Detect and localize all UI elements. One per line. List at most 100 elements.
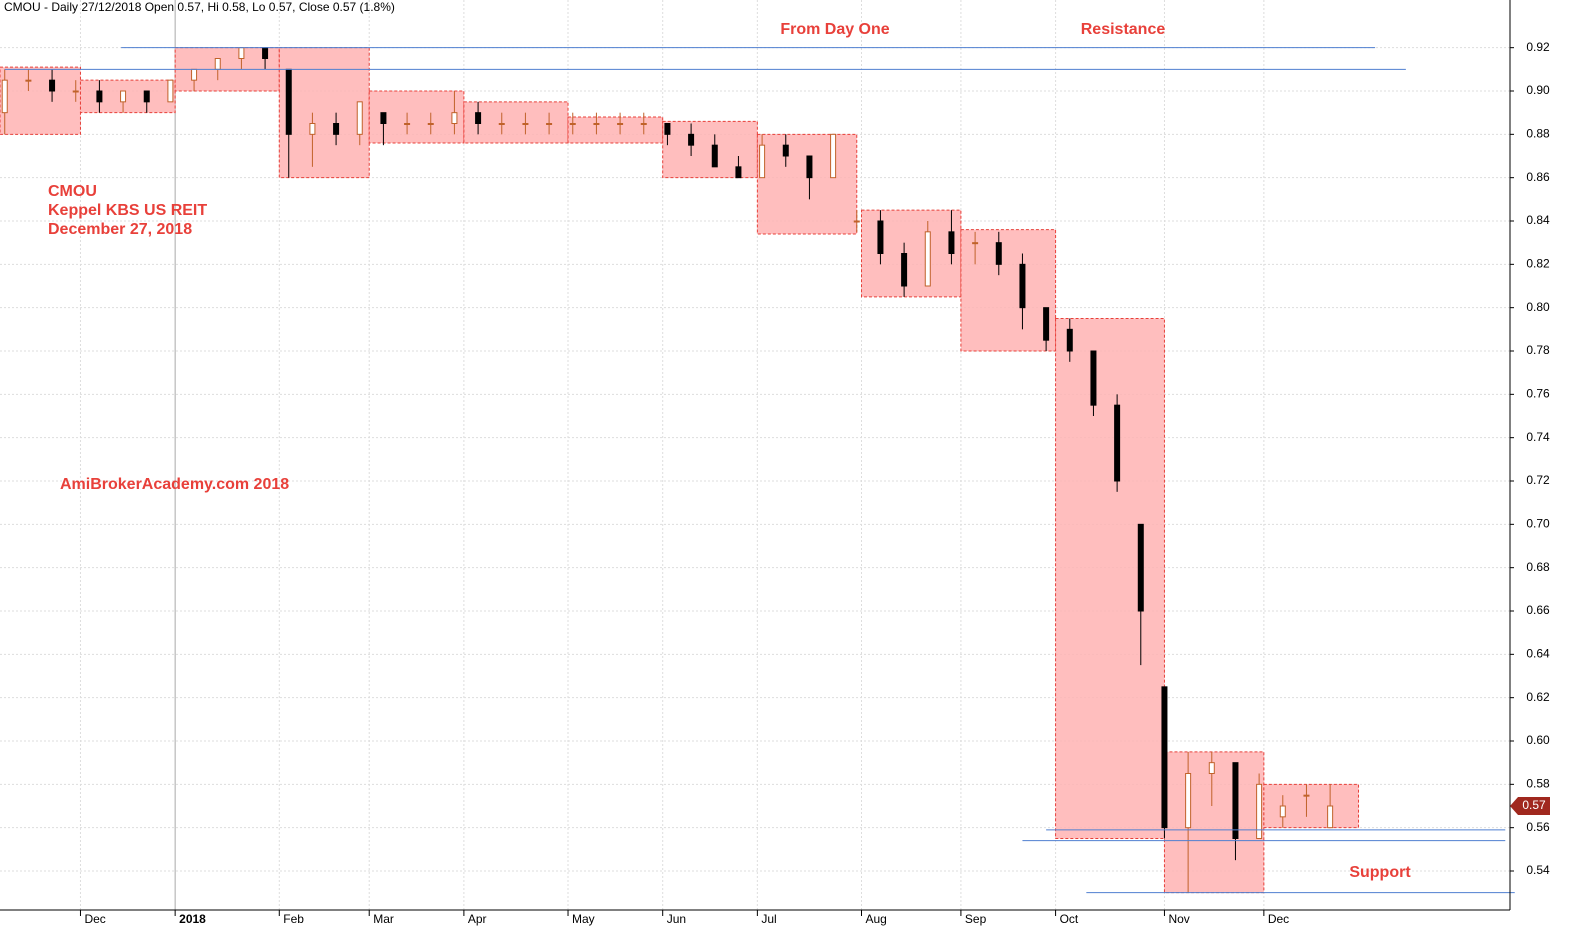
candle-body: [214, 58, 221, 70]
candle-body: [546, 123, 553, 125]
y-tick-label: 0.90: [1526, 83, 1550, 97]
x-tick-label: May: [572, 912, 595, 926]
candle-body: [593, 123, 600, 125]
candle-body: [309, 123, 316, 135]
y-tick-label: 0.60: [1526, 733, 1550, 747]
range-box: [960, 229, 1057, 352]
annotation: Keppel KBS US REIT: [48, 202, 207, 219]
x-tick-label: Dec: [1268, 912, 1289, 926]
y-tick-label: 0.86: [1526, 170, 1550, 184]
candle-body: [711, 144, 718, 168]
annotation: Support: [1349, 864, 1411, 881]
x-tick-label: Dec: [84, 912, 105, 926]
candle-body: [877, 220, 884, 254]
range-box: [79, 79, 176, 114]
y-tick-label: 0.54: [1526, 863, 1550, 877]
x-tick-label: Oct: [1060, 912, 1079, 926]
y-tick-label: 0.58: [1526, 777, 1550, 791]
range-box: [278, 47, 370, 179]
candle-body: [735, 166, 742, 179]
y-tick-label: 0.84: [1526, 213, 1550, 227]
range-box: [1055, 318, 1165, 839]
candle-body: [475, 112, 482, 124]
candle-body: [333, 123, 340, 135]
range-box: [0, 66, 81, 135]
annotation: From Day One: [780, 21, 889, 38]
candle-body: [404, 123, 411, 125]
candle-body: [1185, 773, 1192, 829]
candle-body: [522, 123, 529, 125]
range-box: [1263, 783, 1360, 829]
candle-body: [427, 123, 434, 125]
y-tick-label: 0.72: [1526, 473, 1550, 487]
candle-body: [948, 231, 955, 254]
range-box: [861, 209, 962, 298]
range-box: [662, 120, 758, 179]
range-box: [1163, 751, 1265, 894]
candle-body: [262, 47, 269, 60]
candle-body: [1090, 350, 1097, 406]
candle-body: [853, 220, 860, 223]
price-badge: [1510, 797, 1550, 815]
x-tick-label: Nov: [1168, 912, 1189, 926]
candle-body: [356, 101, 363, 135]
y-tick-label: 0.70: [1526, 517, 1550, 531]
x-tick-label: Apr: [468, 912, 487, 926]
candle-body: [1208, 762, 1215, 775]
y-tick-label: 0.80: [1526, 300, 1550, 314]
y-tick-label: 0.66: [1526, 603, 1550, 617]
candle-body: [664, 123, 671, 135]
annotation: December 27, 2018: [48, 221, 192, 238]
candle-body: [1043, 307, 1050, 341]
candle-body: [285, 68, 292, 135]
candle-body: [569, 123, 576, 125]
candle-body: [191, 68, 198, 81]
candle-body: [1232, 762, 1239, 840]
candle-body: [759, 144, 766, 179]
candle-body: [498, 123, 505, 125]
range-box: [567, 116, 664, 144]
candle-body: [451, 112, 458, 124]
x-tick-label: Aug: [866, 912, 887, 926]
candle-body: [1, 79, 8, 114]
annotation: AmiBrokerAcademy.com 2018: [60, 476, 289, 493]
y-tick-label: 0.56: [1526, 820, 1550, 834]
candle-body: [238, 47, 245, 60]
x-tick-label: Jul: [761, 912, 776, 926]
candle-body: [688, 133, 695, 146]
y-tick-label: 0.92: [1526, 40, 1550, 54]
y-tick-label: 0.78: [1526, 343, 1550, 357]
candle-body: [782, 144, 789, 157]
candle-body: [901, 253, 908, 287]
candle-body: [806, 155, 813, 179]
candle-body: [1114, 404, 1121, 482]
candle-body: [924, 231, 931, 287]
y-tick-label: 0.68: [1526, 560, 1550, 574]
candle-body: [49, 79, 56, 92]
candle-body: [1303, 794, 1310, 797]
candle-body: [1137, 523, 1144, 612]
candle-body: [25, 79, 32, 82]
x-tick-label: Mar: [373, 912, 394, 926]
y-tick-label: 0.62: [1526, 690, 1550, 704]
candle-body: [1279, 805, 1286, 818]
y-tick-label: 0.64: [1526, 647, 1550, 661]
candle-body: [640, 123, 647, 125]
y-tick-label: 0.82: [1526, 257, 1550, 271]
candle-body: [1019, 263, 1026, 309]
candle-body: [995, 242, 1002, 265]
candle-body: [972, 242, 979, 245]
y-tick-label: 0.88: [1526, 127, 1550, 141]
candle-body: [120, 90, 127, 103]
x-tick-label: Feb: [283, 912, 304, 926]
price-badge-label: 0.57: [1522, 798, 1546, 812]
y-tick-label: 0.76: [1526, 387, 1550, 401]
y-tick-label: 0.74: [1526, 430, 1550, 444]
candle-body: [72, 90, 79, 93]
candle-body: [380, 112, 387, 124]
x-tick-label: Sep: [965, 912, 987, 926]
candle-body: [830, 133, 837, 179]
candle-body: [1256, 783, 1263, 839]
candle-body: [617, 123, 624, 125]
candle-body: [1161, 686, 1168, 829]
